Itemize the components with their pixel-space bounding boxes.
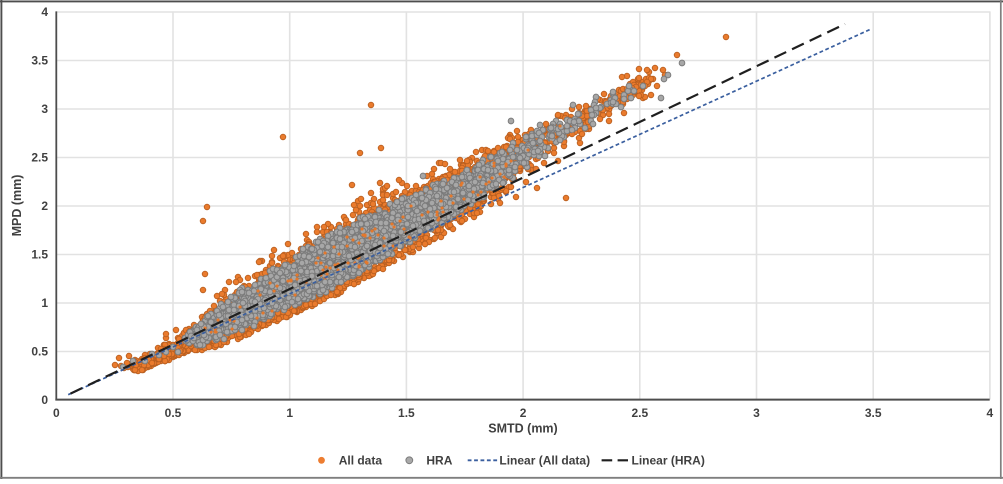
svg-text:SMTD (mm): SMTD (mm) (488, 422, 557, 436)
svg-text:1.5: 1.5 (398, 406, 415, 420)
svg-text:2.5: 2.5 (31, 151, 48, 165)
svg-text:2.5: 2.5 (631, 406, 648, 420)
svg-text:2: 2 (520, 406, 527, 420)
svg-text:1: 1 (286, 406, 293, 420)
svg-text:3: 3 (753, 406, 760, 420)
svg-text:MPD (mm): MPD (mm) (10, 175, 24, 237)
svg-text:1.5: 1.5 (31, 248, 48, 262)
svg-text:4: 4 (987, 406, 994, 420)
svg-text:Linear (HRA): Linear (HRA) (632, 454, 705, 468)
svg-text:4: 4 (41, 5, 48, 19)
svg-text:3: 3 (41, 102, 48, 116)
svg-text:0: 0 (41, 393, 48, 407)
svg-text:1: 1 (41, 296, 48, 310)
svg-text:2: 2 (41, 199, 48, 213)
svg-text:All data: All data (339, 454, 383, 468)
svg-text:3.5: 3.5 (865, 406, 882, 420)
svg-text:Linear (All data): Linear (All data) (499, 454, 590, 468)
svg-text:3.5: 3.5 (31, 54, 48, 68)
svg-text:0.5: 0.5 (165, 406, 182, 420)
svg-text:HRA: HRA (426, 454, 452, 468)
svg-text:0.5: 0.5 (31, 345, 48, 359)
svg-text:0: 0 (53, 406, 60, 420)
